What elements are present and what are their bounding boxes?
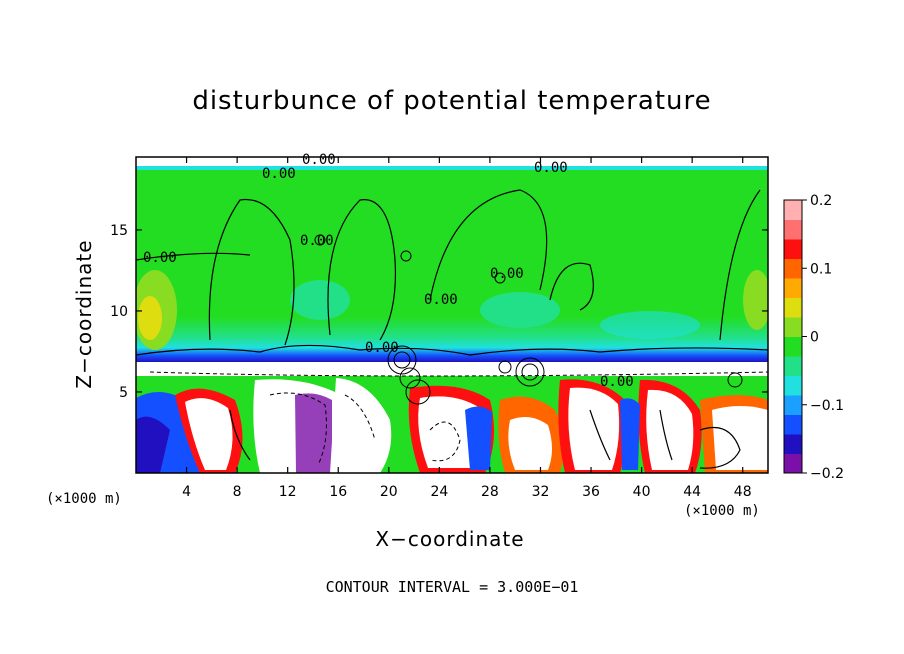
contour-label: 0.00 [600,374,634,390]
y-axis-label: Z−coordinate [72,239,96,389]
x-tick-label: 32 [532,484,550,500]
warm-patch [743,270,768,330]
contour-label: 0.00 [365,340,399,356]
colorbar-swatch [784,200,802,220]
contour-label: 0.00 [143,250,177,266]
eddy-contours [314,234,743,405]
cool-patch [290,280,350,320]
colorbar [784,200,802,474]
chart-title: disturbunce of potential temperature [192,86,712,116]
contour-interval-note: CONTOUR INTERVAL = 3.000E−01 [325,578,579,596]
colorbar-swatch [784,258,802,279]
colorbar-swatch [784,453,802,474]
colorbar-swatch [784,336,802,357]
colorbar-swatch [784,395,802,415]
colorbar-tick-label: 0 [810,330,819,346]
cold-patch [136,416,170,473]
x-tick-label: 12 [279,484,297,500]
colorbar-tick-label: 0.2 [810,193,832,209]
colorbar-tick-label: −0.2 [810,466,844,482]
colorbar-swatch [784,414,802,435]
x-tick-label: 20 [380,484,398,500]
colorbar-ticks: 0.2 0.1 0 −0.1 −0.2 [802,193,844,482]
cold-patch [620,398,640,470]
warm-plume-core [646,389,694,470]
colorbar-swatch [784,278,802,298]
top-band-cyan [136,166,768,170]
colorbar-tick-label: −0.1 [810,398,844,414]
warm-plume-core [508,416,552,470]
y-tick-label: 10 [110,304,128,320]
negative-contours [149,371,768,466]
colorbar-swatch [784,375,802,396]
contour-label: 0.00 [534,160,568,176]
colorbar-swatch [784,434,802,454]
warm-patch [138,296,162,340]
cold-patch [465,406,492,470]
colorbar-swatch [784,239,802,259]
x-tick-label: 24 [430,484,448,500]
x-tick-label: 44 [683,484,701,500]
warm-plume-core [568,387,620,470]
x-unit-label-right: (×1000 m) [684,503,760,519]
x-tick-label: 48 [734,484,752,500]
contour-label: 0.00 [300,233,334,249]
white-region [330,378,392,473]
x-tick-label: 4 [182,484,191,500]
contour-label: 0.00 [302,152,336,168]
x-unit-label-left: (×1000 m) [46,491,122,507]
colorbar-swatch [784,317,802,337]
y-tick-label: 15 [110,223,128,239]
colorbar-swatch [784,297,802,318]
warm-plume-core [185,398,233,470]
cool-patch [600,311,700,339]
contour-label-group: 0.00 0.00 0.00 0.00 0.00 0.00 0.00 0.00 … [143,152,634,390]
x-tick-label: 28 [481,484,499,500]
contour-label: 0.00 [424,292,458,308]
x-tick-label: 36 [582,484,600,500]
contour-lines [136,189,768,469]
x-tick-label: 8 [233,484,242,500]
plot-frame [135,156,769,474]
x-tick-label: 40 [633,484,651,500]
colorbar-swatch [784,219,802,240]
inversion-band [136,366,768,376]
x-axis-label: X−coordinate [375,527,525,551]
colorbar-swatch [784,356,802,376]
contour-label: 0.00 [262,166,296,182]
x-axis-ticks: 4 8 12 16 20 24 28 32 36 40 44 48 [182,157,752,500]
field-layer [136,157,768,473]
contour-label: 0.00 [490,266,524,282]
x-tick-label: 16 [329,484,347,500]
y-axis-ticks: 5 10 15 [110,223,768,401]
cool-patch [480,292,560,328]
y-tick-label: 5 [119,385,128,401]
colorbar-tick-label: 0.1 [810,261,832,277]
warm-plume-core [712,406,768,470]
